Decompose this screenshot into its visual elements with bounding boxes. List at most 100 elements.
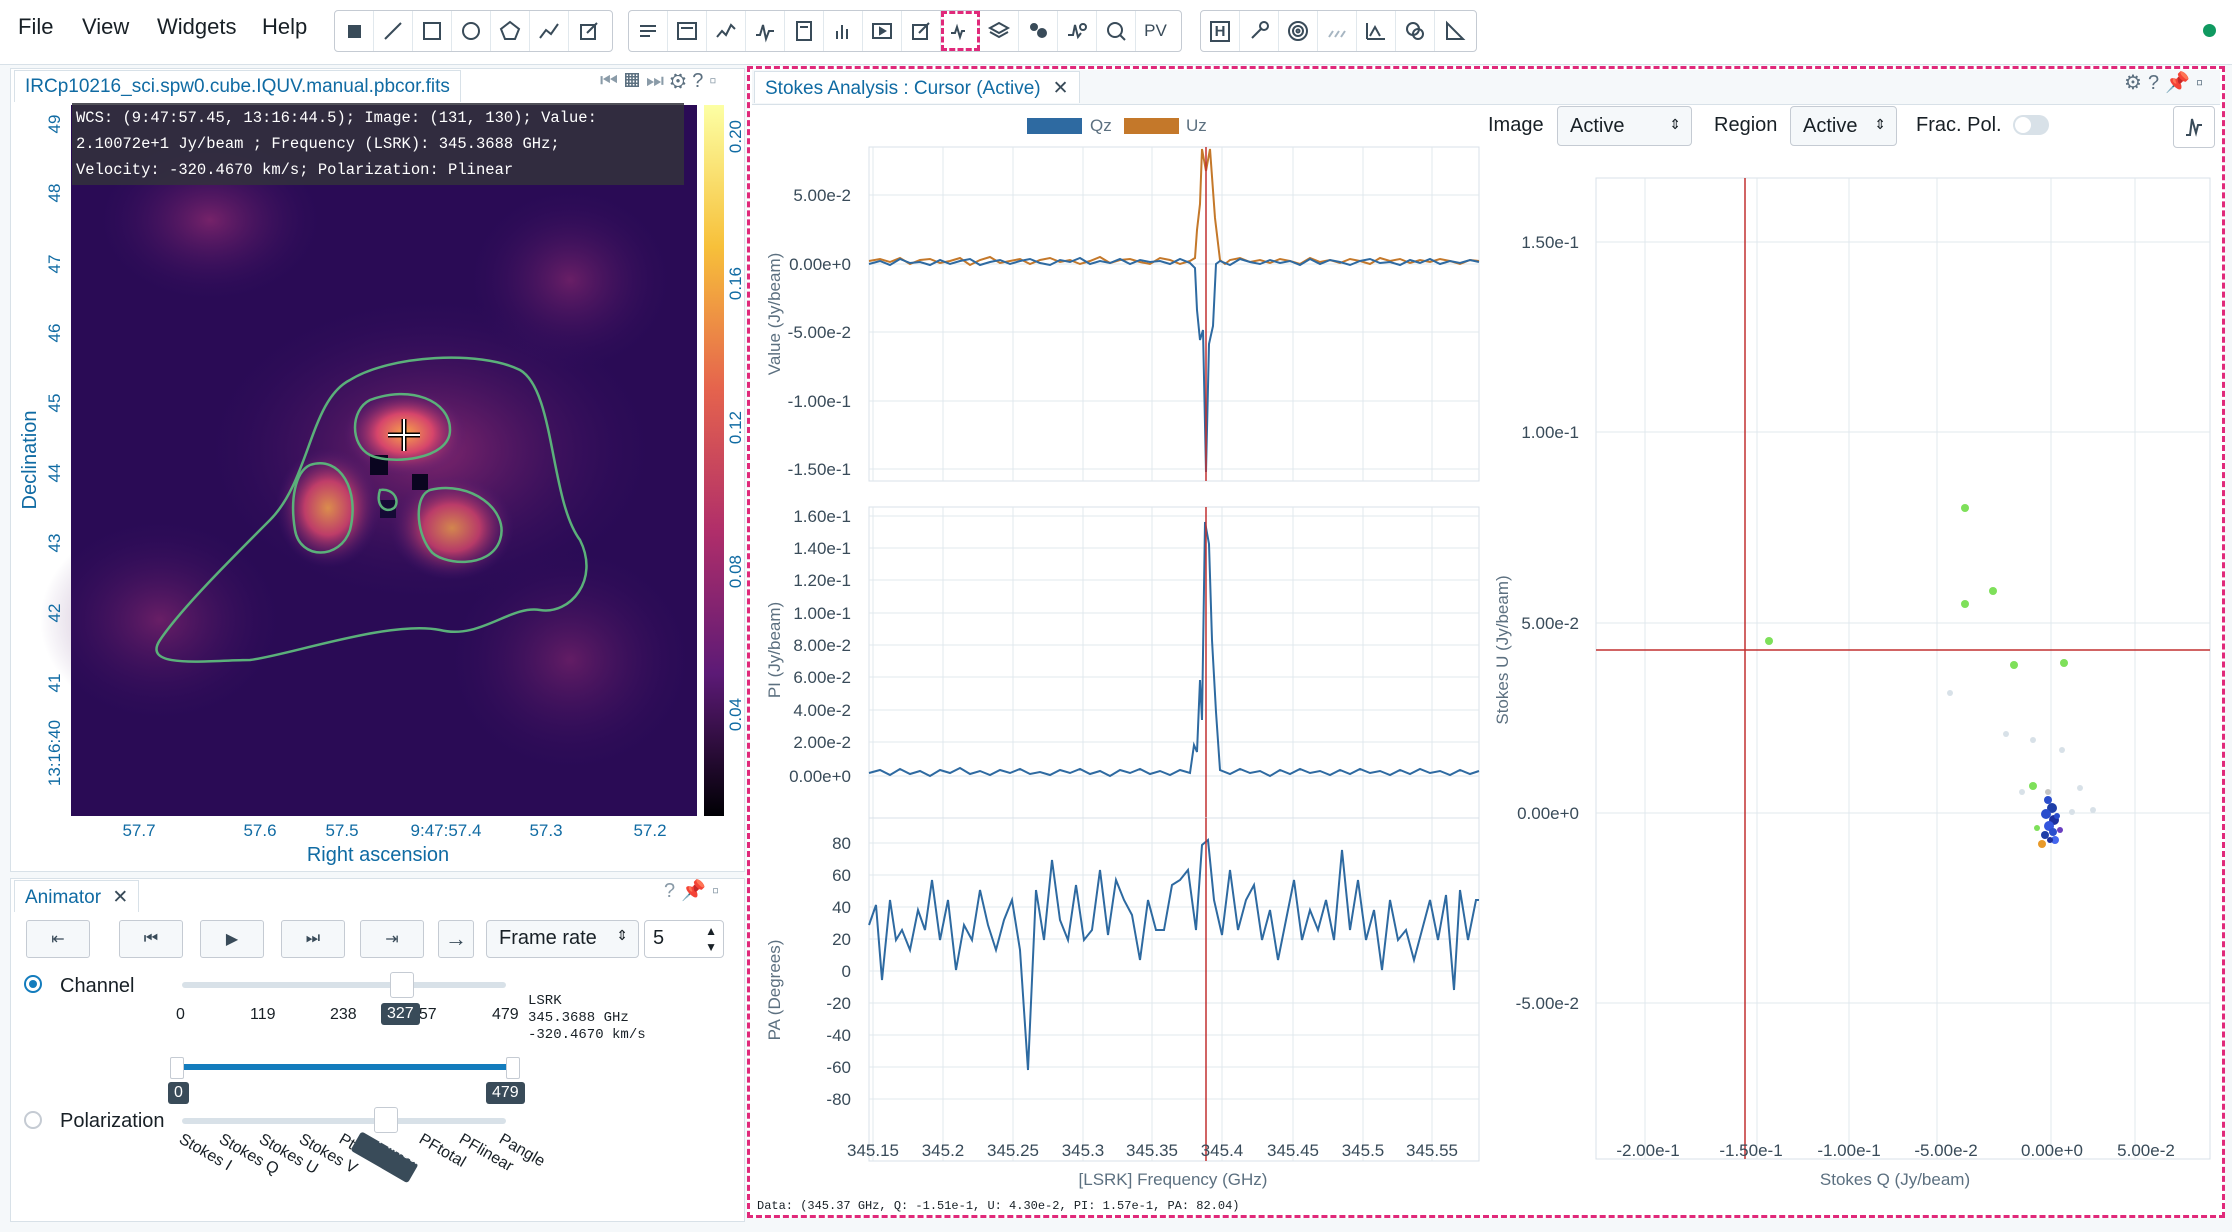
menu-file[interactable]: File — [18, 14, 54, 39]
channel-slider-track[interactable] — [182, 982, 506, 988]
gear-icon[interactable]: ⚙ — [670, 70, 693, 92]
image-fitting-button[interactable] — [1357, 11, 1396, 51]
polygon-region-button[interactable] — [491, 11, 530, 51]
animator-button[interactable] — [863, 11, 902, 51]
y-tick: 5.00e-2 — [793, 186, 851, 205]
gear-icon[interactable]: ⚙ — [2124, 72, 2148, 94]
animator-tab-label: Animator — [25, 887, 102, 908]
frequency-axis-label: [LSRK] Frequency (GHz) — [1079, 1170, 1268, 1189]
maximize-icon[interactable]: ▫ — [2195, 72, 2210, 94]
pointer-tool-button[interactable] — [335, 11, 374, 51]
channel-slider-handle[interactable] — [390, 972, 414, 998]
range-slider-track[interactable] — [176, 1064, 512, 1070]
contour-button[interactable] — [1279, 11, 1318, 51]
close-icon[interactable]: ✕ — [1052, 78, 1069, 99]
animator-tab[interactable]: Animator ✕ — [14, 880, 140, 912]
menu-help[interactable]: Help — [262, 14, 308, 39]
caret-updown-icon: ⇕ — [1669, 116, 1681, 132]
file-header-button[interactable] — [668, 11, 707, 51]
channel-tick: 119 — [250, 1006, 276, 1023]
range-max-handle[interactable] — [506, 1057, 520, 1079]
hips-button[interactable]: H — [1201, 11, 1240, 51]
plot-style-button[interactable] — [2173, 106, 2215, 148]
polarization-slider-track[interactable] — [182, 1118, 506, 1124]
stokes-analysis-button[interactable] — [941, 11, 980, 51]
region-selector[interactable]: Active ⇕ — [1790, 106, 1897, 146]
pin-icon[interactable]: 📌 — [2165, 72, 2196, 94]
help-icon[interactable]: ? — [692, 70, 710, 92]
frame-rate-select[interactable]: Frame rate ⇕ — [486, 920, 639, 958]
playback-mode-button[interactable]: → — [438, 920, 474, 958]
menu-widgets[interactable]: Widgets — [157, 14, 237, 39]
catalog-button[interactable] — [1019, 11, 1058, 51]
polarization-slider-handle[interactable] — [374, 1107, 398, 1133]
grid-icon[interactable]: ▦ — [624, 70, 646, 92]
image-view-tab[interactable]: IRCp10216_sci.spw0.cube.IQUV.manual.pbco… — [14, 70, 461, 102]
next-frame-button[interactable]: ⏭ — [281, 920, 345, 958]
colorbar-tick: 0.20 — [726, 120, 743, 153]
stokes-tab-label: Stokes Analysis : Cursor (Active) — [765, 78, 1041, 99]
maximize-icon[interactable]: ▫ — [712, 880, 726, 902]
spectral-profiler-button[interactable] — [746, 11, 785, 51]
play-button[interactable]: ▶ — [200, 920, 264, 958]
layer-list-button[interactable] — [980, 11, 1019, 51]
frame-rate-input[interactable]: 5 ▲ ▼ — [644, 920, 724, 958]
histogram-button[interactable] — [824, 11, 863, 51]
statistics-button[interactable] — [785, 11, 824, 51]
play-icon — [872, 23, 892, 39]
channel-radio[interactable] — [24, 975, 42, 993]
legend-qz-swatch — [1027, 118, 1082, 134]
x-tick: 345.3 — [1062, 1141, 1105, 1160]
y-tick: -1.50e-1 — [788, 460, 851, 479]
uz-series-line — [868, 148, 1480, 267]
ra-tick: 57.5 — [325, 821, 358, 840]
image-selector[interactable]: Active ⇕ — [1557, 106, 1692, 146]
rectangle-region-button[interactable] — [413, 11, 452, 51]
distance-measure-button[interactable] — [1435, 11, 1474, 51]
spectral-line-query-button[interactable] — [1058, 11, 1097, 51]
maximize-icon[interactable]: ▫ — [709, 70, 723, 92]
stokes-tab[interactable]: Stokes Analysis : Cursor (Active) ✕ — [754, 71, 1080, 103]
channel-tick: 0 — [176, 1006, 185, 1023]
image-list-button[interactable] — [629, 11, 668, 51]
first-image-icon[interactable]: ⏮ — [600, 70, 624, 92]
x-tick: 345.45 — [1267, 1141, 1319, 1160]
spatial-profiler-button[interactable] — [707, 11, 746, 51]
help-icon[interactable]: ? — [2147, 72, 2166, 94]
help-icon[interactable]: ? — [664, 880, 682, 902]
polyline-region-button[interactable] — [530, 11, 569, 51]
close-icon[interactable]: ✕ — [112, 887, 129, 908]
line-region-button[interactable] — [374, 11, 413, 51]
ra-ticks: 57.7 57.6 57.5 9:47:57.4 57.3 57.2 — [122, 821, 666, 840]
histogram-icon — [836, 25, 848, 39]
stepper-icon[interactable]: ▲ ▼ — [705, 924, 717, 954]
polarization-radio[interactable] — [24, 1111, 42, 1129]
qu-profile-plot[interactable]: 5.00e-2 0.00e+0 -5.00e-2 -1.00e-1 -1.50e… — [765, 146, 1480, 482]
image-tools-button[interactable] — [1240, 11, 1279, 51]
colorbar-tick: 0.08 — [726, 555, 743, 588]
pv-generator-button[interactable]: PV — [1136, 11, 1175, 51]
wcs-line: Velocity: -320.4670 km/s; Polarization: … — [76, 161, 514, 179]
first-frame-button[interactable]: ⇤ — [26, 920, 90, 958]
frac-pol-toggle[interactable] — [2013, 115, 2049, 135]
image-selector-value: Active — [1570, 115, 1625, 137]
qu-scatter-plot[interactable]: 1.50e-1 1.00e-1 5.00e-2 0.00e+0 -5.00e-2… — [1493, 177, 2211, 1189]
online-catalog-button[interactable] — [1097, 11, 1136, 51]
menu-view[interactable]: View — [82, 14, 130, 39]
y-tick: -5.00e-2 — [788, 323, 851, 342]
range-min-handle[interactable] — [170, 1057, 184, 1079]
stokes-q-label: Stokes Q (Jy/beam) — [1820, 1170, 1970, 1189]
y-tick: 1.60e-1 — [793, 507, 851, 526]
last-frame-button[interactable]: ⇥ — [360, 920, 424, 958]
render-config-button[interactable] — [902, 11, 941, 51]
next-image-icon[interactable]: ⏭ — [646, 70, 670, 92]
pa-profile-plot[interactable]: 80 60 40 20 0 -20 -40 -60 -80 PA (Degree… — [765, 817, 1480, 1162]
pin-icon[interactable]: 📌 — [681, 880, 713, 902]
vector-overlay-button[interactable] — [1318, 11, 1357, 51]
previous-frame-button[interactable]: ⏮ — [119, 920, 183, 958]
ellipse-region-button[interactable] — [452, 11, 491, 51]
annotation-button[interactable] — [569, 11, 608, 51]
image-view-canvas[interactable]: 0.20 0.16 0.12 0.08 0.04 49 48 47 46 45 … — [10, 100, 743, 870]
moment-generator-button[interactable] — [1396, 11, 1435, 51]
pi-series-line — [868, 521, 1480, 778]
